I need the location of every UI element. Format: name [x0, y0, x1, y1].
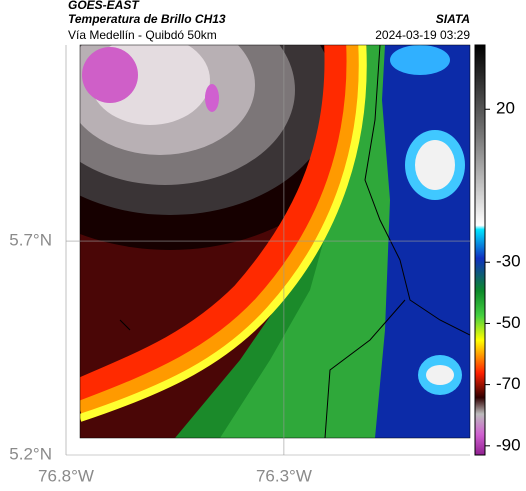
- datetime: 2024-03-19 03:29: [375, 28, 470, 42]
- region: Vía Medellín - Quibdó 50km: [68, 28, 217, 42]
- title: Temperatura de Brillo CH13: [68, 12, 226, 26]
- colorbar: [474, 44, 486, 456]
- colorbar-tick-label: -90: [496, 435, 521, 454]
- lon-tick-label: 76.3°W: [256, 466, 312, 485]
- satellite-image: [80, 45, 470, 438]
- map-frame: [79, 44, 471, 439]
- lat-tick-label: 5.2°N: [9, 444, 52, 463]
- lat-tick-label: 5.7°N: [9, 230, 52, 249]
- lon-tick-label: 76.8°W: [38, 466, 94, 485]
- source: GOES-EAST: [68, 0, 140, 12]
- colorbar-tick-label: -30: [496, 252, 521, 271]
- colorbar-tick-label: 20: [496, 99, 515, 118]
- org: SIATA: [436, 12, 470, 26]
- colorbar-tick-label: -70: [496, 374, 521, 393]
- colorbar-tick-label: -50: [496, 313, 521, 332]
